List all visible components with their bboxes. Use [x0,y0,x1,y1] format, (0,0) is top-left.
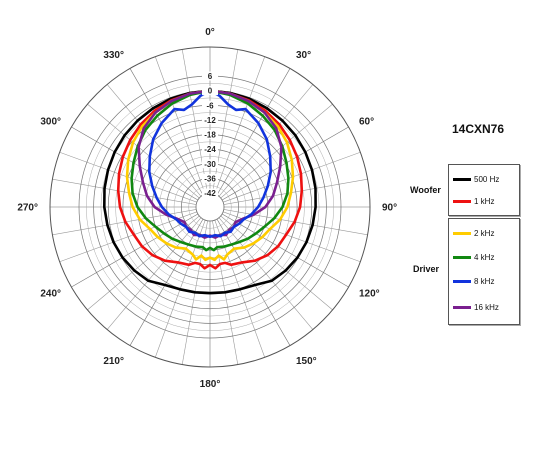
angle-tick-label: 150° [296,356,317,367]
legend-label: 4 kHz [474,252,495,262]
series-line-1-khz [116,89,304,270]
legend-label: 16 kHz [474,302,499,312]
angle-tick-label: 240° [40,289,61,300]
db-label-bg [202,144,218,154]
angle-tick-label: 300° [40,117,61,128]
db-label-bg [202,173,218,183]
legend-swatch [453,199,471,203]
db-label-bg [202,130,218,139]
legend-label: 1 kHz [474,196,495,206]
grid-ring [144,141,276,273]
db-label-bg [202,115,218,125]
db-tick-label: -12 [204,116,216,125]
legend-item: 1 kHz [453,195,494,207]
series-line-500-hz [103,89,317,295]
legend-swatch [453,231,471,235]
db-tick-label: -6 [206,101,214,110]
grid-ring [188,185,232,229]
legend-label: 500 Hz [474,174,500,184]
legend-swatch [453,255,471,259]
db-tick-label: -30 [204,160,216,169]
legend-swatch [453,279,471,283]
grid-ring [129,126,291,288]
db-label-bg [202,159,218,169]
db-tick-label: 6 [208,72,213,81]
legend-item: 4 kHz [453,251,494,263]
angle-tick-label: 60° [359,117,374,128]
legend-item: 2 kHz [453,227,494,239]
db-tick-label: -24 [204,145,216,154]
db-tick-label: -42 [204,189,216,198]
grid-ring [115,112,305,302]
legend-group-driver-label: Driver [413,264,440,274]
series-line-4-khz [130,89,290,252]
legend-item: 16 kHz [453,301,499,313]
chart-title: 14CXN76 [452,122,505,136]
legend-woofer: 500 Hz 1 kHz [448,164,520,216]
series-line-2-khz [125,89,295,262]
legend-group-woofer-label: Woofer [410,185,441,195]
db-tick-label: -18 [204,131,216,140]
db-label-bg [202,100,218,110]
angle-tick-label: 90° [382,203,397,214]
legend-label: 2 kHz [474,228,495,238]
angle-tick-label: 120° [359,289,380,300]
grid-ring [86,83,334,331]
db-label-bg [202,86,218,96]
grid-ring [100,97,320,317]
legend-item: 8 kHz [453,275,494,287]
db-tick-label: 0 [208,87,213,96]
response-curves [103,89,317,295]
axis-labels: 6 0 -6 -12 -18 -24 -30 -36 -42 0° 30° 60° 90° 120° 150… [17,27,397,390]
angle-tick-label: 0° [205,27,215,38]
legend-label: 8 kHz [474,276,495,286]
legend-item: 500 Hz [453,173,499,185]
angle-tick-label: 180° [200,379,221,390]
db-tick-label: -36 [204,174,216,183]
angle-tick-label: 270° [17,203,38,214]
legend-swatch [453,305,471,309]
angle-tick-label: 210° [103,356,124,367]
legend-swatch [453,177,471,181]
series-line-8-khz [148,89,272,239]
db-label-bg [202,71,218,81]
db-label-bg [202,188,218,198]
outer-ring [49,46,371,368]
legend-driver: 2 kHz 4 kHz 8 kHz 16 kHz [448,218,520,325]
grid-ring [173,170,247,244]
angle-tick-label: 330° [103,50,124,61]
angle-tick-label: 30° [296,50,311,61]
